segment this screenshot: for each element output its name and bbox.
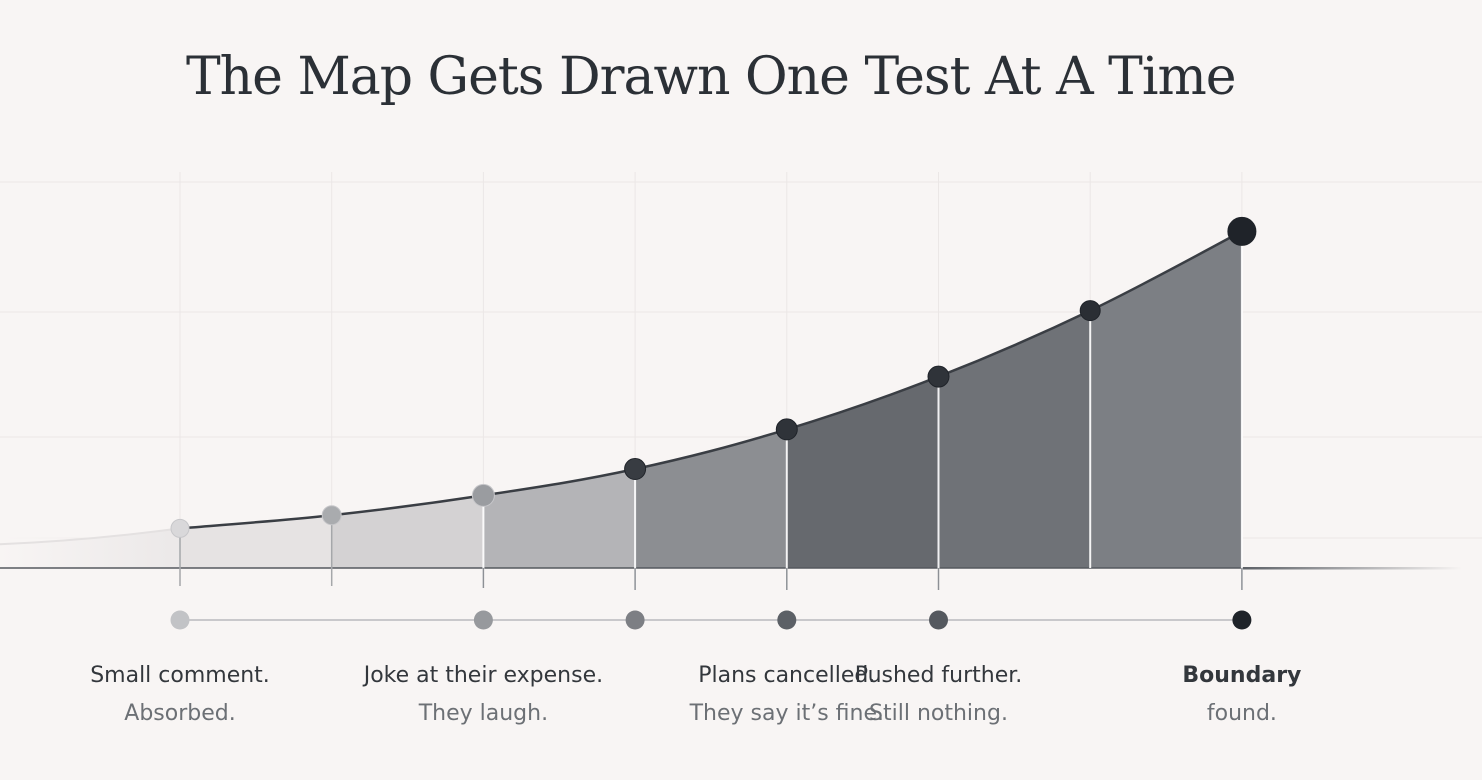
area-segment-7 (1090, 231, 1242, 568)
marker-track (170, 610, 1252, 630)
annotation-sublabel-3: They say it’s fine. (689, 701, 884, 726)
annotation-label-5: Boundary (1182, 663, 1301, 688)
data-point-6 (927, 365, 950, 388)
annotation-label-3: Plans cancelled. (698, 663, 875, 688)
annotation-labels: Small comment. Absorbed. Joke at their exp… (90, 663, 1301, 726)
track-marker-8 (1232, 610, 1252, 630)
point-stems (179, 239, 1243, 590)
data-point-8 (1227, 216, 1257, 246)
data-point-3 (471, 483, 495, 507)
track-marker-5 (777, 610, 797, 630)
area-segment-5 (786, 376, 939, 568)
area-segment-3 (483, 469, 636, 568)
data-point-4 (624, 458, 647, 480)
fade-overlay (0, 470, 170, 570)
annotation-label-4: Pushed further. (855, 663, 1023, 688)
annotation-sublabel-2: They laugh. (418, 701, 548, 726)
track-marker-1 (170, 610, 190, 630)
annotation-label-1: Small comment. (90, 663, 270, 688)
curve-lead (0, 527, 181, 546)
area-segment-1 (180, 515, 332, 568)
data-point-5 (775, 418, 798, 441)
data-point-2 (321, 505, 342, 526)
annotation-sublabel-5: found. (1207, 701, 1277, 726)
area-segment-6 (938, 310, 1091, 568)
area-segments (0, 231, 1242, 568)
data-point-7 (1079, 300, 1101, 322)
annotation-sublabel-1: Absorbed. (124, 701, 235, 726)
area-segment-4 (635, 429, 787, 568)
data-point-1 (170, 518, 190, 538)
track-marker-4 (625, 610, 645, 630)
track-marker-3 (473, 610, 493, 630)
annotation-sublabel-4: Still nothing. (869, 701, 1008, 726)
left-fade (0, 470, 170, 570)
track-marker-6 (929, 610, 948, 630)
area-segment-2 (331, 495, 484, 568)
chart-title: The Map Gets Drawn One Test At A Time (186, 47, 1236, 107)
data-points (170, 216, 1257, 538)
baseline (0, 567, 1462, 570)
baseline-tail (1241, 567, 1462, 570)
annotation-label-2: Joke at their expense. (362, 663, 603, 688)
